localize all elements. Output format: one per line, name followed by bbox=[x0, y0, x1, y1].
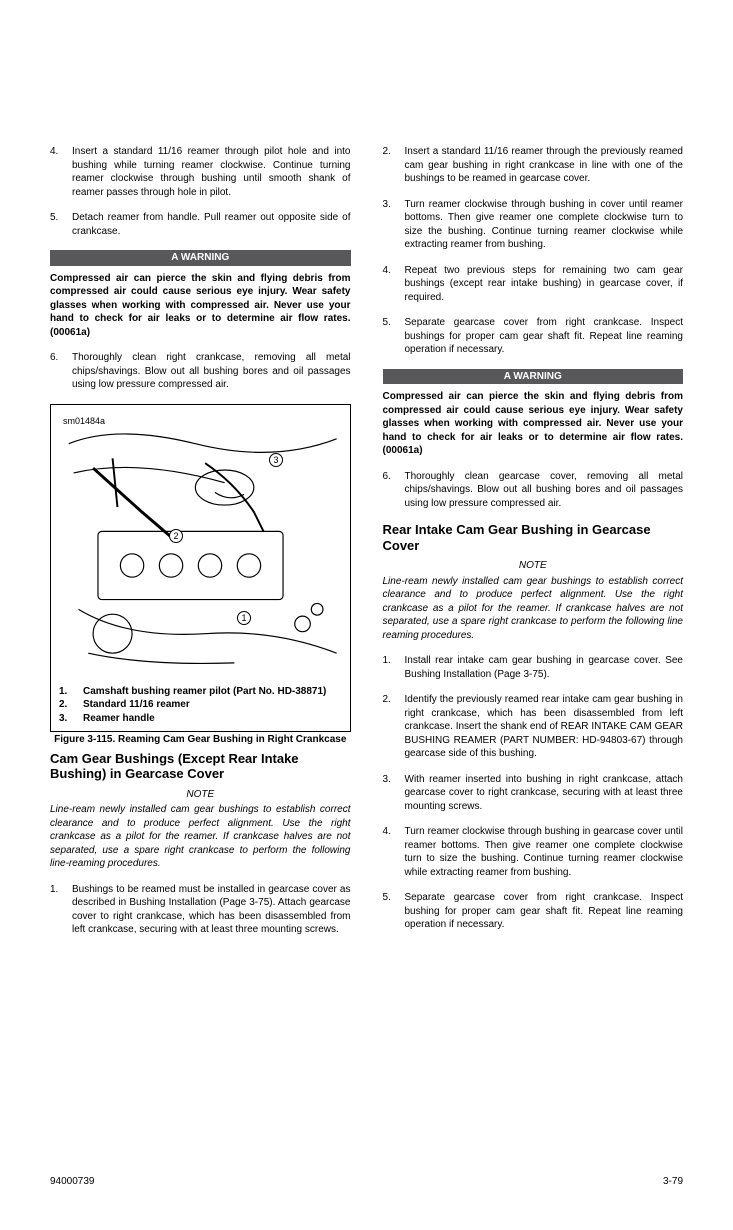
warning-text: Compressed air can pierce the skin and f… bbox=[50, 272, 351, 340]
left-steps-a: 4.Insert a standard 11/16 reamer through… bbox=[50, 145, 351, 238]
list-item: 6.Thoroughly clean right crankcase, remo… bbox=[50, 351, 351, 392]
step-text: With reamer inserted into bushing in rig… bbox=[405, 773, 684, 814]
right-steps-b: 6.Thoroughly clean gearcase cover, remov… bbox=[383, 470, 684, 511]
figure-box: sm01484a bbox=[50, 404, 351, 733]
step-number: 4. bbox=[50, 145, 72, 199]
list-item: 4.Insert a standard 11/16 reamer through… bbox=[50, 145, 351, 199]
step-text: Install rear intake cam gear bushing in … bbox=[405, 654, 684, 681]
legend-num: 3. bbox=[59, 712, 83, 726]
step-number: 5. bbox=[383, 891, 405, 932]
step-number: 5. bbox=[383, 316, 405, 357]
figure-legend: 1.Camshaft bushing reamer pilot (Part No… bbox=[59, 685, 342, 726]
note-heading: NOTE bbox=[383, 559, 684, 573]
legend-num: 2. bbox=[59, 698, 83, 712]
two-column-layout: 4.Insert a standard 11/16 reamer through… bbox=[50, 145, 683, 949]
legend-text: Camshaft bushing reamer pilot (Part No. … bbox=[83, 685, 326, 699]
warning-banner: A WARNING bbox=[383, 369, 684, 385]
step-text: Identify the previously reamed rear inta… bbox=[405, 693, 684, 761]
step-number: 6. bbox=[50, 351, 72, 392]
note-body: Line-ream newly installed cam gear bushi… bbox=[50, 803, 351, 871]
step-text: Insert a standard 11/16 reamer through t… bbox=[405, 145, 684, 186]
page-footer: 94000739 3-79 bbox=[50, 1175, 683, 1189]
section-title: Cam Gear Bushings (Except Rear Intake Bu… bbox=[50, 751, 351, 782]
step-number: 2. bbox=[383, 693, 405, 761]
warning-banner: A WARNING bbox=[50, 250, 351, 266]
legend-text: Standard 11/16 reamer bbox=[83, 698, 190, 712]
step-text: Thoroughly clean gearcase cover, removin… bbox=[405, 470, 684, 511]
right-steps-c: 1.Install rear intake cam gear bushing i… bbox=[383, 654, 684, 932]
list-item: 5.Separate gearcase cover from right cra… bbox=[383, 316, 684, 357]
step-number: 4. bbox=[383, 825, 405, 879]
legend-text: Reamer handle bbox=[83, 712, 155, 726]
warning-text: Compressed air can pierce the skin and f… bbox=[383, 390, 684, 458]
section-title: Rear Intake Cam Gear Bushing in Gearcase… bbox=[383, 522, 684, 553]
step-number: 1. bbox=[50, 883, 72, 937]
list-item: 4.Repeat two previous steps for remainin… bbox=[383, 264, 684, 305]
footer-left: 94000739 bbox=[50, 1175, 95, 1189]
step-text: Insert a standard 11/16 reamer through p… bbox=[72, 145, 351, 199]
list-item: 1.Install rear intake cam gear bushing i… bbox=[383, 654, 684, 681]
step-text: Separate gearcase cover from right crank… bbox=[405, 316, 684, 357]
right-column: 2.Insert a standard 11/16 reamer through… bbox=[383, 145, 684, 949]
list-item: 1.Bushings to be reamed must be installe… bbox=[50, 883, 351, 937]
step-number: 3. bbox=[383, 198, 405, 252]
step-text: Thoroughly clean right crankcase, removi… bbox=[72, 351, 351, 392]
list-item: 2.Insert a standard 11/16 reamer through… bbox=[383, 145, 684, 186]
left-steps-c: 1.Bushings to be reamed must be installe… bbox=[50, 883, 351, 937]
left-column: 4.Insert a standard 11/16 reamer through… bbox=[50, 145, 351, 949]
footer-right: 3-79 bbox=[663, 1175, 683, 1189]
legend-row: 3.Reamer handle bbox=[59, 712, 342, 726]
callout-2: 2 bbox=[169, 529, 183, 543]
step-text: Turn reamer clockwise through bushing in… bbox=[405, 198, 684, 252]
legend-num: 1. bbox=[59, 685, 83, 699]
note-body: Line-ream newly installed cam gear bushi… bbox=[383, 575, 684, 643]
step-text: Detach reamer from handle. Pull reamer o… bbox=[72, 211, 351, 238]
step-number: 4. bbox=[383, 264, 405, 305]
list-item: 3.With reamer inserted into bushing in r… bbox=[383, 773, 684, 814]
step-number: 6. bbox=[383, 470, 405, 511]
step-text: Turn reamer clockwise through bushing in… bbox=[405, 825, 684, 879]
step-number: 2. bbox=[383, 145, 405, 186]
step-text: Bushings to be reamed must be installed … bbox=[72, 883, 351, 937]
step-text: Separate gearcase cover from right crank… bbox=[405, 891, 684, 932]
legend-row: 1.Camshaft bushing reamer pilot (Part No… bbox=[59, 685, 342, 699]
list-item: 6.Thoroughly clean gearcase cover, remov… bbox=[383, 470, 684, 511]
left-steps-b: 6.Thoroughly clean right crankcase, remo… bbox=[50, 351, 351, 392]
note-heading: NOTE bbox=[50, 788, 351, 802]
legend-row: 2.Standard 11/16 reamer bbox=[59, 698, 342, 712]
figure-id-label: sm01484a bbox=[63, 415, 105, 427]
callout-1: 1 bbox=[237, 611, 251, 625]
list-item: 3.Turn reamer clockwise through bushing … bbox=[383, 198, 684, 252]
step-number: 1. bbox=[383, 654, 405, 681]
step-number: 5. bbox=[50, 211, 72, 238]
list-item: 5.Separate gearcase cover from right cra… bbox=[383, 891, 684, 932]
step-number: 3. bbox=[383, 773, 405, 814]
callout-3: 3 bbox=[269, 453, 283, 467]
list-item: 5.Detach reamer from handle. Pull reamer… bbox=[50, 211, 351, 238]
figure-caption: Figure 3-115. Reaming Cam Gear Bushing i… bbox=[50, 734, 351, 747]
figure-illustration: sm01484a bbox=[59, 411, 342, 681]
right-steps-a: 2.Insert a standard 11/16 reamer through… bbox=[383, 145, 684, 357]
step-text: Repeat two previous steps for remaining … bbox=[405, 264, 684, 305]
reamer-diagram-svg bbox=[59, 411, 342, 681]
list-item: 2.Identify the previously reamed rear in… bbox=[383, 693, 684, 761]
list-item: 4.Turn reamer clockwise through bushing … bbox=[383, 825, 684, 879]
